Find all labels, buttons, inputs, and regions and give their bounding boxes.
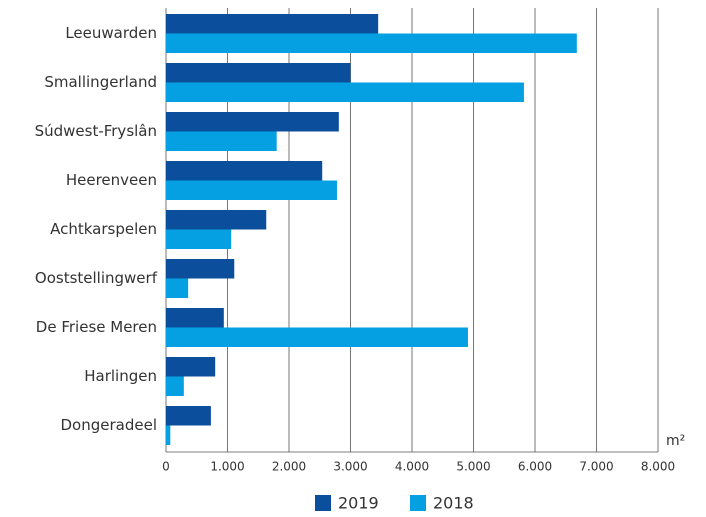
y-tick-label: Ooststellingwerf xyxy=(35,269,158,287)
bar xyxy=(166,131,277,151)
legend-label: 2018 xyxy=(433,494,474,513)
y-tick-label: Dongeradeel xyxy=(61,416,158,434)
bar xyxy=(166,327,468,347)
bar xyxy=(166,210,267,230)
bar xyxy=(166,376,184,396)
bar xyxy=(166,259,235,279)
y-tick-label: Harlingen xyxy=(84,367,157,385)
x-tick-label: 6.000 xyxy=(518,460,552,474)
bar xyxy=(166,278,189,298)
bar xyxy=(166,33,577,53)
y-tick-label: Súdwest-Fryslân xyxy=(35,122,157,140)
x-tick-label: 4.000 xyxy=(395,460,429,474)
bar xyxy=(166,229,232,249)
y-tick-label: Leeuwarden xyxy=(65,24,157,42)
bar xyxy=(166,425,171,445)
y-tick-label: Smallingerland xyxy=(44,73,157,91)
x-tick-label: 3.000 xyxy=(333,460,367,474)
bar xyxy=(166,112,339,132)
bar xyxy=(166,14,379,34)
bar xyxy=(166,161,323,181)
bar xyxy=(166,82,524,102)
x-tick-label: 2.000 xyxy=(272,460,306,474)
legend-swatch xyxy=(315,495,331,511)
x-tick-label: 8.000 xyxy=(641,460,675,474)
x-tick-label: 5.000 xyxy=(456,460,490,474)
bar xyxy=(166,406,211,426)
x-tick-label: 0 xyxy=(162,460,170,474)
x-tick-label: 7.000 xyxy=(579,460,613,474)
bar xyxy=(166,63,351,83)
x-tick-label: 1.000 xyxy=(210,460,244,474)
x-axis-unit: m² xyxy=(666,433,685,449)
legend-swatch xyxy=(410,495,426,511)
bar xyxy=(166,308,224,328)
bar xyxy=(166,357,216,377)
legend-label: 2019 xyxy=(338,494,379,513)
y-tick-label: Heerenveen xyxy=(66,171,157,189)
y-tick-label: Achtkarspelen xyxy=(50,220,157,238)
bar xyxy=(166,180,337,200)
y-tick-label: De Friese Meren xyxy=(36,318,157,336)
